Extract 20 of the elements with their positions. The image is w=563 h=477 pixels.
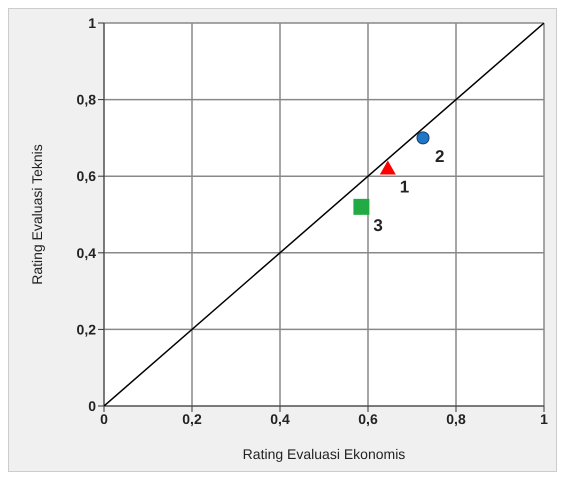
- x-tick-label: 1: [540, 410, 548, 427]
- point: [353, 198, 370, 215]
- annotation: 2: [435, 146, 444, 166]
- x-tick-label: 0,8: [446, 410, 466, 427]
- y-tick-label: 1: [88, 14, 96, 31]
- point: [380, 160, 396, 175]
- annotation: 1: [400, 178, 410, 197]
- y-tick-label: 0,6: [76, 168, 96, 184]
- x-tick-label: 0: [100, 410, 108, 427]
- y-axis-title: Rating Evaluasi Teknis: [28, 144, 45, 285]
- annotation: 3: [373, 216, 383, 235]
- y-tick-label: 0,4: [76, 244, 96, 261]
- x-tick-label: 0,6: [358, 410, 378, 427]
- y-tick-label: 0,2: [76, 321, 96, 338]
- x-axis-title: Rating Evaluasi Ekonomis: [242, 446, 406, 462]
- y-tick-label: 0: [88, 398, 96, 414]
- x-tick-label: 0,2: [182, 410, 202, 427]
- point: [416, 131, 430, 144]
- x-tick-label: 0,4: [270, 410, 290, 427]
- y-tick-label: 0,8: [76, 92, 96, 108]
